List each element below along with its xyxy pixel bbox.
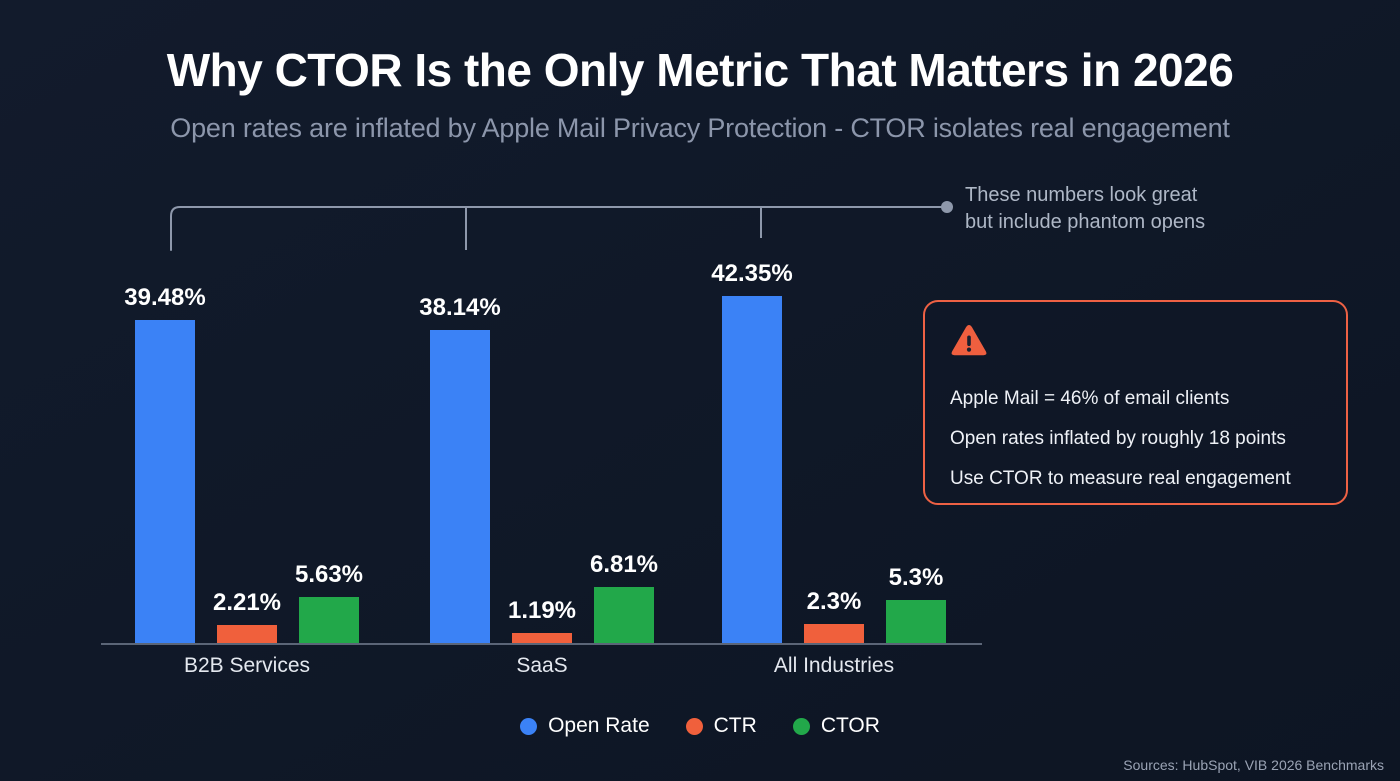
bar-value-label: 1.19% [507,597,577,624]
legend-swatch-icon [520,717,538,735]
bar-value-label: 39.48% [124,284,206,311]
callout-line-3: Use CTOR to measure real engagement [950,468,1291,489]
annotation-note: These numbers look great but include pha… [965,182,1265,235]
legend-label: CTR [713,714,757,737]
bar-value-label: 6.81% [589,551,659,578]
category-label-all-industries: All Industries [773,654,895,677]
bar-value-label: 42.35% [711,260,793,287]
page-title: Why CTOR Is the Only Metric That Matters… [166,44,1234,96]
bar-ctor[interactable] [299,597,359,643]
legend-item-ctr[interactable]: CTR [685,714,757,738]
callout-line-2: Open rates inflated by roughly 18 points [950,428,1286,449]
bar-open-rate[interactable] [722,296,782,643]
annotation-note-line-1: These numbers look great [965,184,1198,206]
annotation-note-line-2: but include phantom opens [965,210,1206,233]
legend-label: CTOR [820,714,880,737]
bar-ctr[interactable] [512,633,572,643]
bar-open-rate[interactable] [135,320,195,643]
legend-swatch-icon [685,717,703,735]
category-label-saas: SaaS [516,654,568,677]
bar-ctr[interactable] [804,624,864,643]
chart-legend: Open Rate CTR CTOR [0,714,1400,738]
category-label-b2b-services: B2B Services [183,654,311,677]
bar-value-label: 38.14% [419,294,501,321]
x-axis-line [101,643,982,645]
bar-value-label: 2.21% [212,589,282,616]
warning-triangle-icon [951,325,987,356]
bar-ctor[interactable] [594,587,654,643]
bar-value-label: 5.3% [888,564,944,591]
annotation-bracket [170,201,953,251]
callout-line-1: Apple Mail = 46% of email clients [950,388,1230,409]
legend-item-ctor[interactable]: CTOR [792,714,880,738]
legend-label: Open Rate [548,714,650,737]
bar-value-label: 5.63% [294,561,364,588]
source-note: Sources: HubSpot, VIB 2026 Benchmarks [1123,757,1384,773]
legend-swatch-icon [792,717,810,735]
page-subtitle: Open rates are inflated by Apple Mail Pr… [170,113,1230,143]
apple-mail-warning-callout: Apple Mail = 46% of email clients Open r… [923,300,1348,505]
bar-ctr[interactable] [217,625,277,643]
bar-open-rate[interactable] [430,330,490,643]
legend-item-open-rate[interactable]: Open Rate [520,714,650,738]
bar-value-label: 2.3% [806,588,862,615]
bar-ctor[interactable] [886,600,946,643]
